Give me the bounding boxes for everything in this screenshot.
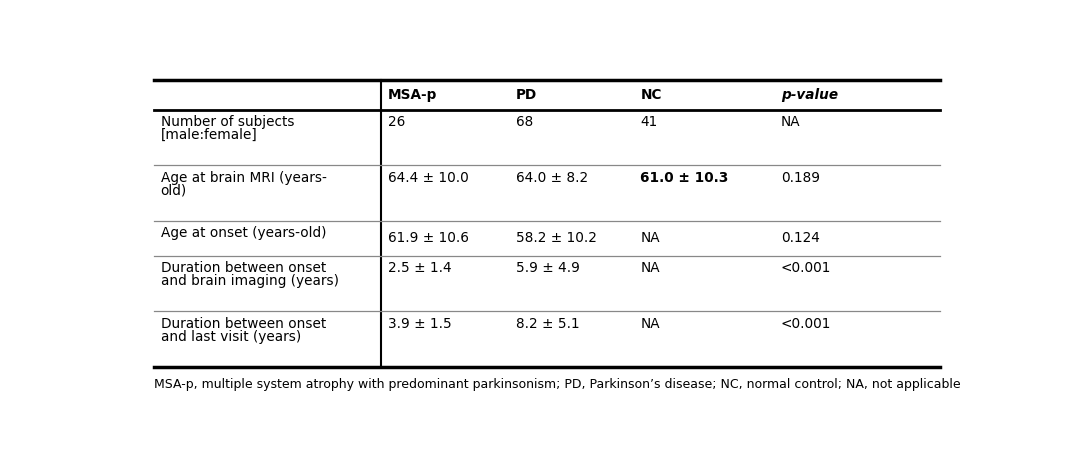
Text: 0.124: 0.124 bbox=[781, 231, 819, 245]
Text: 8.2 ± 5.1: 8.2 ± 5.1 bbox=[516, 316, 579, 331]
Text: 61.0 ± 10.3: 61.0 ± 10.3 bbox=[640, 171, 729, 185]
Text: <0.001: <0.001 bbox=[781, 316, 831, 331]
Text: p-value: p-value bbox=[781, 87, 838, 102]
Text: PD: PD bbox=[516, 87, 538, 102]
Text: Age at brain MRI (years-: Age at brain MRI (years- bbox=[161, 171, 327, 185]
Text: Number of subjects: Number of subjects bbox=[161, 115, 294, 129]
Text: NC: NC bbox=[640, 87, 662, 102]
Text: 58.2 ± 10.2: 58.2 ± 10.2 bbox=[516, 231, 598, 245]
Text: <0.001: <0.001 bbox=[781, 261, 831, 275]
Text: 0.189: 0.189 bbox=[781, 171, 819, 185]
Text: 3.9 ± 1.5: 3.9 ± 1.5 bbox=[388, 316, 451, 331]
Text: and brain imaging (years): and brain imaging (years) bbox=[161, 274, 338, 288]
Text: MSA-p: MSA-p bbox=[388, 87, 437, 102]
Text: 61.9 ± 10.6: 61.9 ± 10.6 bbox=[388, 231, 468, 245]
Text: 5.9 ± 4.9: 5.9 ± 4.9 bbox=[516, 261, 580, 275]
Text: 41: 41 bbox=[640, 115, 657, 129]
Text: Duration between onset: Duration between onset bbox=[161, 261, 325, 275]
Text: 68: 68 bbox=[516, 115, 534, 129]
Text: MSA-p, multiple system atrophy with predominant parkinsonism; PD, Parkinson’s di: MSA-p, multiple system atrophy with pred… bbox=[154, 378, 960, 391]
Text: NA: NA bbox=[640, 316, 659, 331]
Text: NA: NA bbox=[640, 231, 659, 245]
Text: NA: NA bbox=[640, 261, 659, 275]
Text: 2.5 ± 1.4: 2.5 ± 1.4 bbox=[388, 261, 451, 275]
Text: and last visit (years): and last visit (years) bbox=[161, 330, 301, 344]
Text: [male:female]: [male:female] bbox=[161, 128, 257, 142]
Text: Age at onset (years-old): Age at onset (years-old) bbox=[161, 226, 327, 240]
Text: Duration between onset: Duration between onset bbox=[161, 316, 325, 331]
Text: 64.4 ± 10.0: 64.4 ± 10.0 bbox=[388, 171, 468, 185]
Text: 26: 26 bbox=[388, 115, 405, 129]
Text: 64.0 ± 8.2: 64.0 ± 8.2 bbox=[516, 171, 588, 185]
Text: old): old) bbox=[161, 184, 187, 198]
Text: NA: NA bbox=[781, 115, 800, 129]
